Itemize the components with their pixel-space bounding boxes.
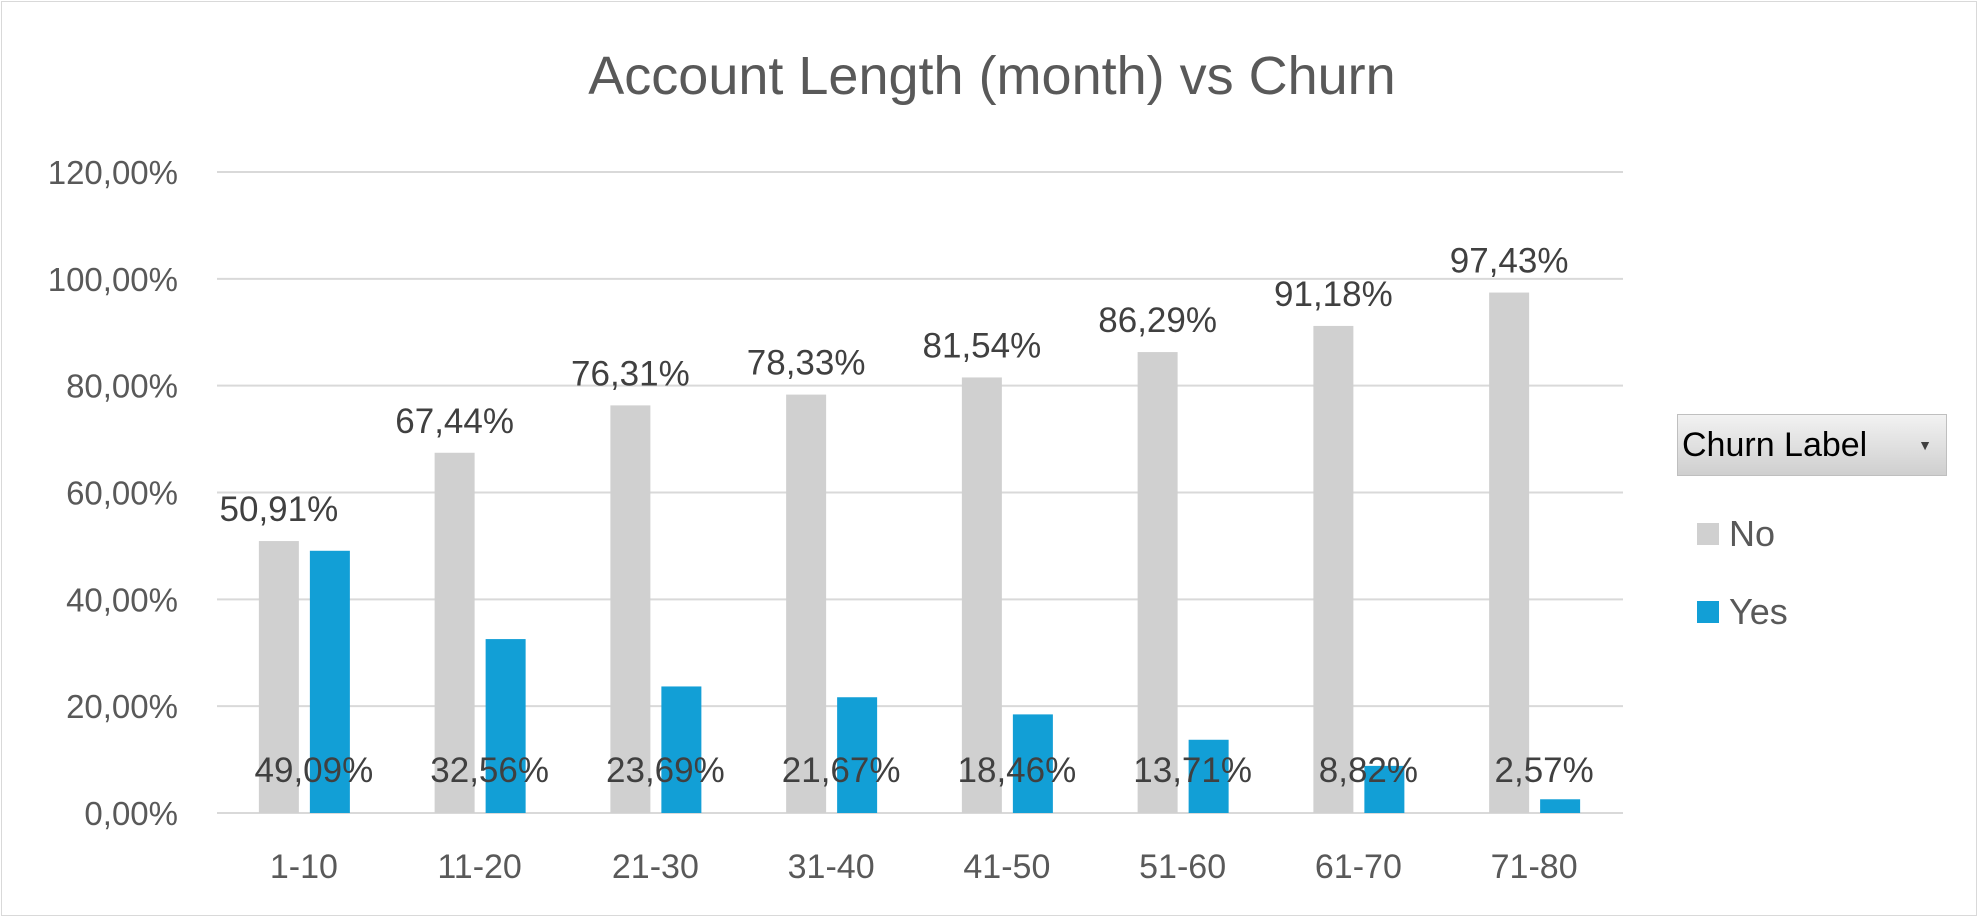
data-label-yes: 2,57% (1495, 751, 1594, 790)
bar-no (1313, 325, 1354, 813)
bar-yes (661, 686, 702, 813)
data-label-no: 50,91% (220, 490, 339, 529)
legend-item-yes[interactable]: Yes (1677, 591, 1947, 632)
x-tick-label: 1-10 (270, 848, 338, 886)
bar-yes (1540, 799, 1581, 813)
bar-no (610, 405, 651, 813)
x-tick-label: 21-30 (612, 848, 699, 886)
y-tick-label: 80,00% (66, 368, 178, 405)
legend-swatch-yes (1697, 601, 1719, 623)
data-label-no: 86,29% (1098, 301, 1217, 340)
data-label-no: 97,43% (1450, 242, 1569, 281)
chevron-down-icon: ▼ (1918, 437, 1932, 453)
x-tick-label: 51-60 (1139, 848, 1226, 886)
data-label-yes: 13,71% (1133, 751, 1252, 790)
bar-no (1489, 292, 1530, 813)
data-labels: 50,91% 49,09% 67,44% 32,56% 76,31% 23,69% 78,3… (220, 242, 1594, 790)
bar-no (786, 394, 827, 813)
legend-filter-button[interactable]: Churn Label ▼ (1677, 414, 1947, 476)
bar-no (434, 452, 475, 813)
legend-title: Churn Label (1682, 425, 1868, 464)
data-label-yes: 21,67% (782, 751, 901, 790)
legend: Churn Label ▼ No Yes (1677, 414, 1947, 632)
bar-yes (1012, 714, 1053, 813)
bar-no (961, 377, 1002, 813)
bar-no (258, 541, 299, 813)
bar-yes (837, 697, 878, 813)
y-tick-label: 20,00% (66, 688, 178, 725)
y-tick-label: 60,00% (66, 475, 178, 512)
x-axis-ticks: 1-10 11-20 21-30 31-40 41-50 51-60 61-70 71-80 (270, 848, 1578, 886)
data-label-no: 76,31% (571, 354, 690, 393)
y-tick-label: 120,00% (48, 154, 178, 191)
y-tick-label: 40,00% (66, 581, 178, 618)
y-tick-label: 0,00% (84, 795, 178, 832)
legend-swatch-no (1697, 523, 1719, 545)
x-tick-label: 41-50 (963, 848, 1050, 886)
bars (258, 292, 1581, 813)
bar-yes (1188, 739, 1229, 813)
data-label-no: 91,18% (1274, 275, 1393, 314)
y-axis-ticks: 0,00% 20,00% 40,00% 60,00% 80,00% 100,00% 120,… (48, 154, 178, 832)
data-label-no: 81,54% (923, 326, 1042, 365)
data-label-yes: 8,82% (1319, 751, 1418, 790)
data-label-no: 78,33% (747, 344, 866, 383)
bar-yes (309, 550, 350, 813)
y-tick-label: 100,00% (48, 261, 178, 298)
data-label-yes: 32,56% (430, 751, 549, 790)
chart-title: Account Length (month) vs Churn (588, 46, 1395, 106)
x-tick-label: 61-70 (1315, 848, 1402, 886)
legend-item-no[interactable]: No (1677, 513, 1947, 554)
x-tick-label: 11-20 (437, 848, 521, 886)
bar-yes (1364, 765, 1405, 813)
data-label-yes: 23,69% (606, 751, 725, 790)
legend-label-no: No (1729, 513, 1776, 554)
x-tick-label: 31-40 (788, 848, 875, 886)
data-label-yes: 49,09% (255, 751, 374, 790)
x-tick-label: 71-80 (1491, 848, 1578, 886)
bar-yes (485, 639, 526, 813)
legend-label-yes: Yes (1729, 591, 1788, 632)
data-label-no: 67,44% (395, 402, 514, 441)
gridlines (217, 171, 1623, 814)
data-label-yes: 18,46% (958, 751, 1077, 790)
bar-no (1137, 352, 1178, 813)
